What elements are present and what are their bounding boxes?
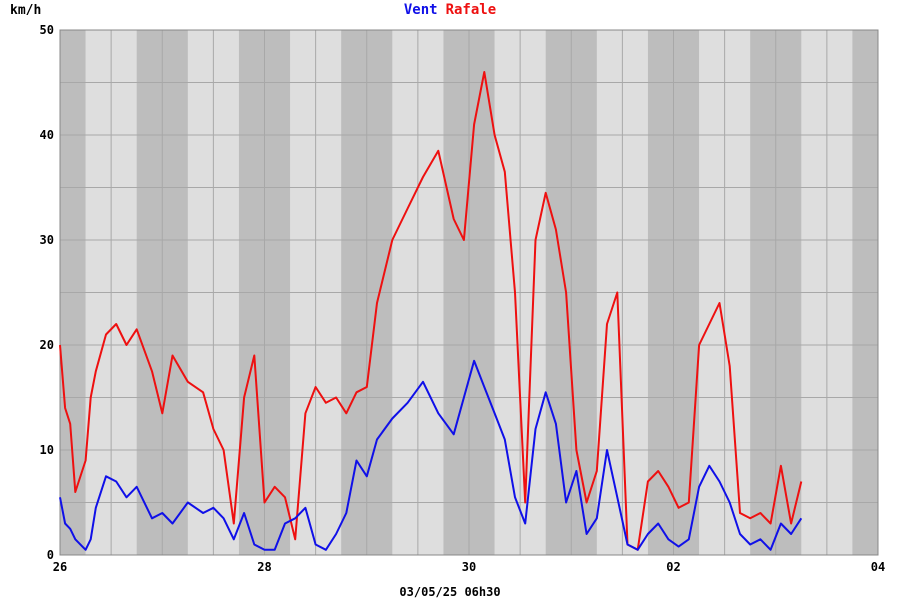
y-tick-label: 40 <box>40 128 54 142</box>
y-tick-label: 30 <box>40 233 54 247</box>
title-vent: Vent <box>404 2 438 18</box>
x-tick-label: 28 <box>257 560 271 574</box>
x-tick-label: 30 <box>462 560 476 574</box>
title-rafale: Rafale <box>446 2 497 18</box>
axis-labels: 0 10 20 30 40 50 26 28 30 02 04 <box>40 23 886 574</box>
chart-title: Vent Rafale <box>404 2 496 18</box>
y-tick-label: 10 <box>40 443 54 457</box>
x-tick-label: 02 <box>666 560 680 574</box>
y-tick-label: 0 <box>47 548 54 562</box>
x-tick-label: 26 <box>53 560 67 574</box>
chart-footer: 03/05/25 06h30 <box>399 585 500 599</box>
y-tick-label: 20 <box>40 338 54 352</box>
y-tick-label: 50 <box>40 23 54 37</box>
plot-border <box>59 29 879 556</box>
y-axis-unit: km/h <box>10 3 41 18</box>
series-line-rafale <box>59 71 803 551</box>
plot-area <box>59 29 879 556</box>
x-tick-label: 04 <box>871 560 885 574</box>
series-line-vent <box>59 359 803 551</box>
